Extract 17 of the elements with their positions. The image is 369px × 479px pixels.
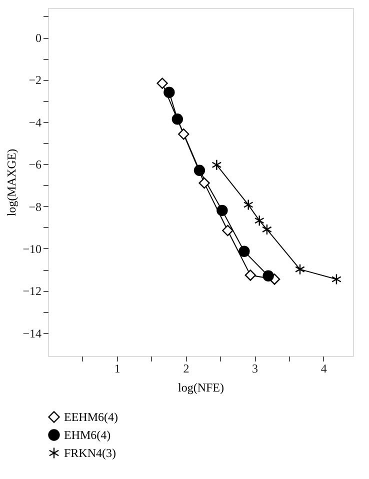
y-tick-label: −8: [28, 200, 42, 214]
y-tick-label: −10: [22, 242, 42, 256]
x-tick-label: 4: [320, 362, 327, 376]
x-tick-label: 2: [183, 362, 190, 376]
y-tick-label: −14: [22, 326, 42, 340]
y-axis-title: log(MAXGE): [4, 148, 19, 216]
legend-label: FRKN4(3): [64, 446, 116, 460]
x-tick-label: 3: [252, 362, 258, 376]
x-tick-label: 1: [114, 362, 120, 376]
y-tick-label: −2: [28, 73, 42, 88]
x-axis-title: log(NFE): [178, 380, 224, 394]
y-tick-label: −4: [28, 115, 42, 130]
y-tick-label: −6: [28, 158, 42, 172]
y-tick-label: 0: [36, 31, 42, 46]
legend-label: EHM6(4): [64, 428, 111, 442]
y-tick-label: −12: [22, 284, 42, 298]
legend-label: EEHM6(4): [64, 410, 118, 424]
